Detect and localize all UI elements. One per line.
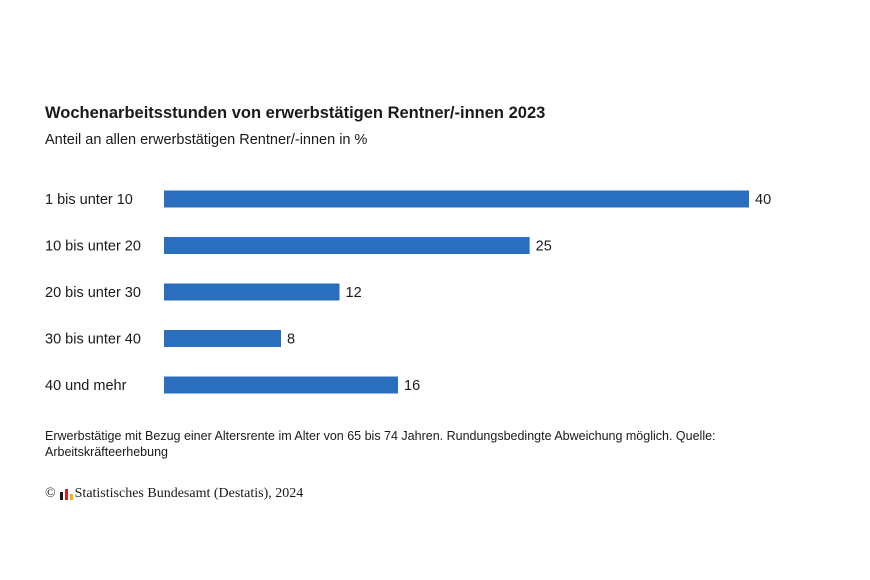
data-label: 12	[346, 285, 362, 301]
data-label: 8	[287, 332, 295, 348]
bar	[164, 376, 398, 394]
data-label: 25	[536, 239, 552, 255]
chart-title: Wochenarbeitsstunden von erwerbstätigen …	[45, 104, 546, 122]
bar	[164, 190, 749, 208]
destatis-logo-icon	[59, 488, 73, 500]
category-label: 20 bis unter 30	[45, 285, 141, 301]
bar	[164, 283, 340, 301]
credit-line: © Statistisches Bundesamt (Destatis), 20…	[45, 486, 303, 502]
category-label: 1 bis unter 10	[45, 192, 133, 208]
category-label: 30 bis unter 40	[45, 332, 141, 348]
bar-chart: 1 bis unter 10 40 10 bis unter 20 25 20 bis …	[45, 190, 771, 394]
data-label: 16	[404, 378, 420, 394]
bar	[164, 330, 281, 347]
data-label: 40	[755, 192, 771, 208]
footnote: Erwerbstätige mit Bezug einer Altersrent…	[45, 429, 716, 459]
category-label: 40 und mehr	[45, 378, 127, 394]
category-label: 10 bis unter 20	[45, 239, 141, 255]
bar	[164, 237, 530, 254]
source-text: Statistisches Bundesamt (Destatis), 2024	[74, 486, 304, 501]
chart-subtitle: Anteil an allen erwerbstätigen Rentner/-…	[45, 132, 368, 148]
copyright-symbol: ©	[45, 486, 56, 501]
